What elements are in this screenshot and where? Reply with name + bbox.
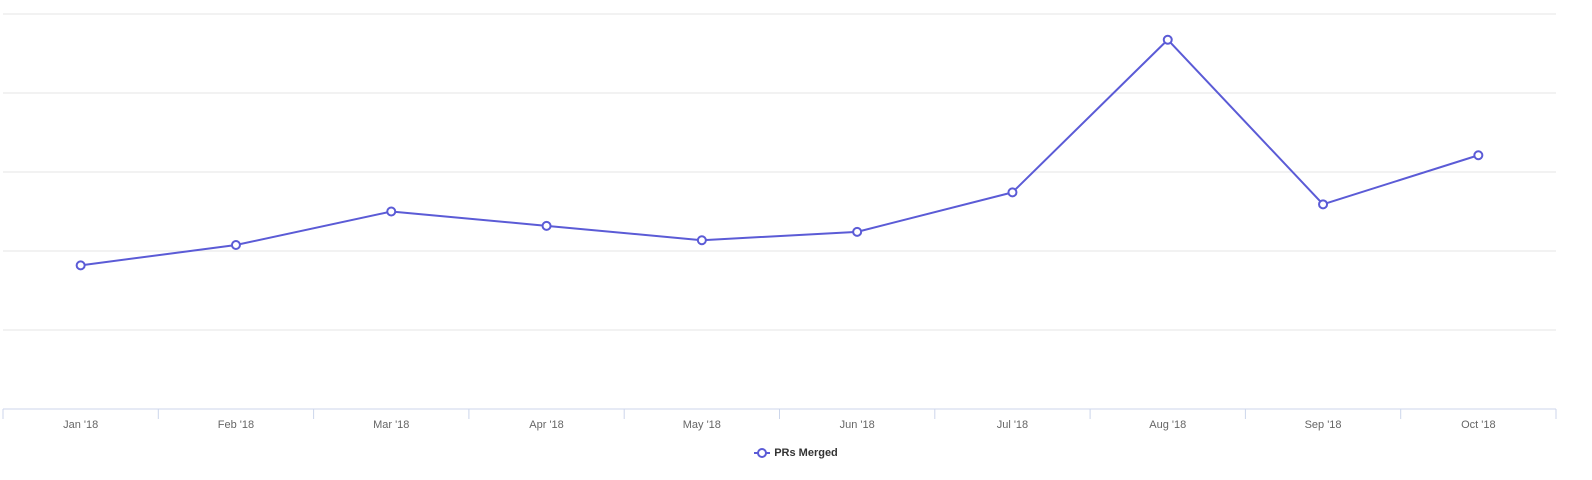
legend: PRs Merged <box>0 447 1592 461</box>
x-tick-label: Sep '18 <box>1305 419 1342 431</box>
data-point[interactable] <box>852 226 863 237</box>
x-tick-label: Mar '18 <box>373 419 409 431</box>
data-point[interactable] <box>1162 34 1173 45</box>
legend-line-marker-icon <box>754 448 771 458</box>
data-point[interactable] <box>1318 199 1329 210</box>
x-axis: Jan '18 Feb '18 Mar '18 Apr '18 May '18 Jun '… <box>2 408 1557 431</box>
legend-item-prs-merged[interactable]: PRs Merged <box>754 447 838 459</box>
data-point[interactable] <box>1473 150 1484 161</box>
data-point[interactable] <box>1007 187 1018 198</box>
x-tick-label: Feb '18 <box>218 419 254 431</box>
x-tick-label: Jan '18 <box>63 419 98 431</box>
x-tick-label: Aug '18 <box>1149 419 1186 431</box>
x-tick-label: Jun '18 <box>840 419 875 431</box>
data-point[interactable] <box>541 220 552 231</box>
x-tick-label: Apr '18 <box>529 419 564 431</box>
x-tick-label: Oct '18 <box>1461 419 1496 431</box>
data-point[interactable] <box>696 235 707 246</box>
series-line <box>80 38 1479 267</box>
data-point[interactable] <box>386 206 397 217</box>
data-point[interactable] <box>230 240 241 251</box>
series-prs-merged[interactable] <box>75 34 1484 271</box>
legend-label: PRs Merged <box>774 447 838 459</box>
x-tick-label: May '18 <box>683 419 721 431</box>
gridlines <box>3 13 1556 331</box>
x-tick-label: Jul '18 <box>997 419 1028 431</box>
data-point[interactable] <box>75 260 86 271</box>
